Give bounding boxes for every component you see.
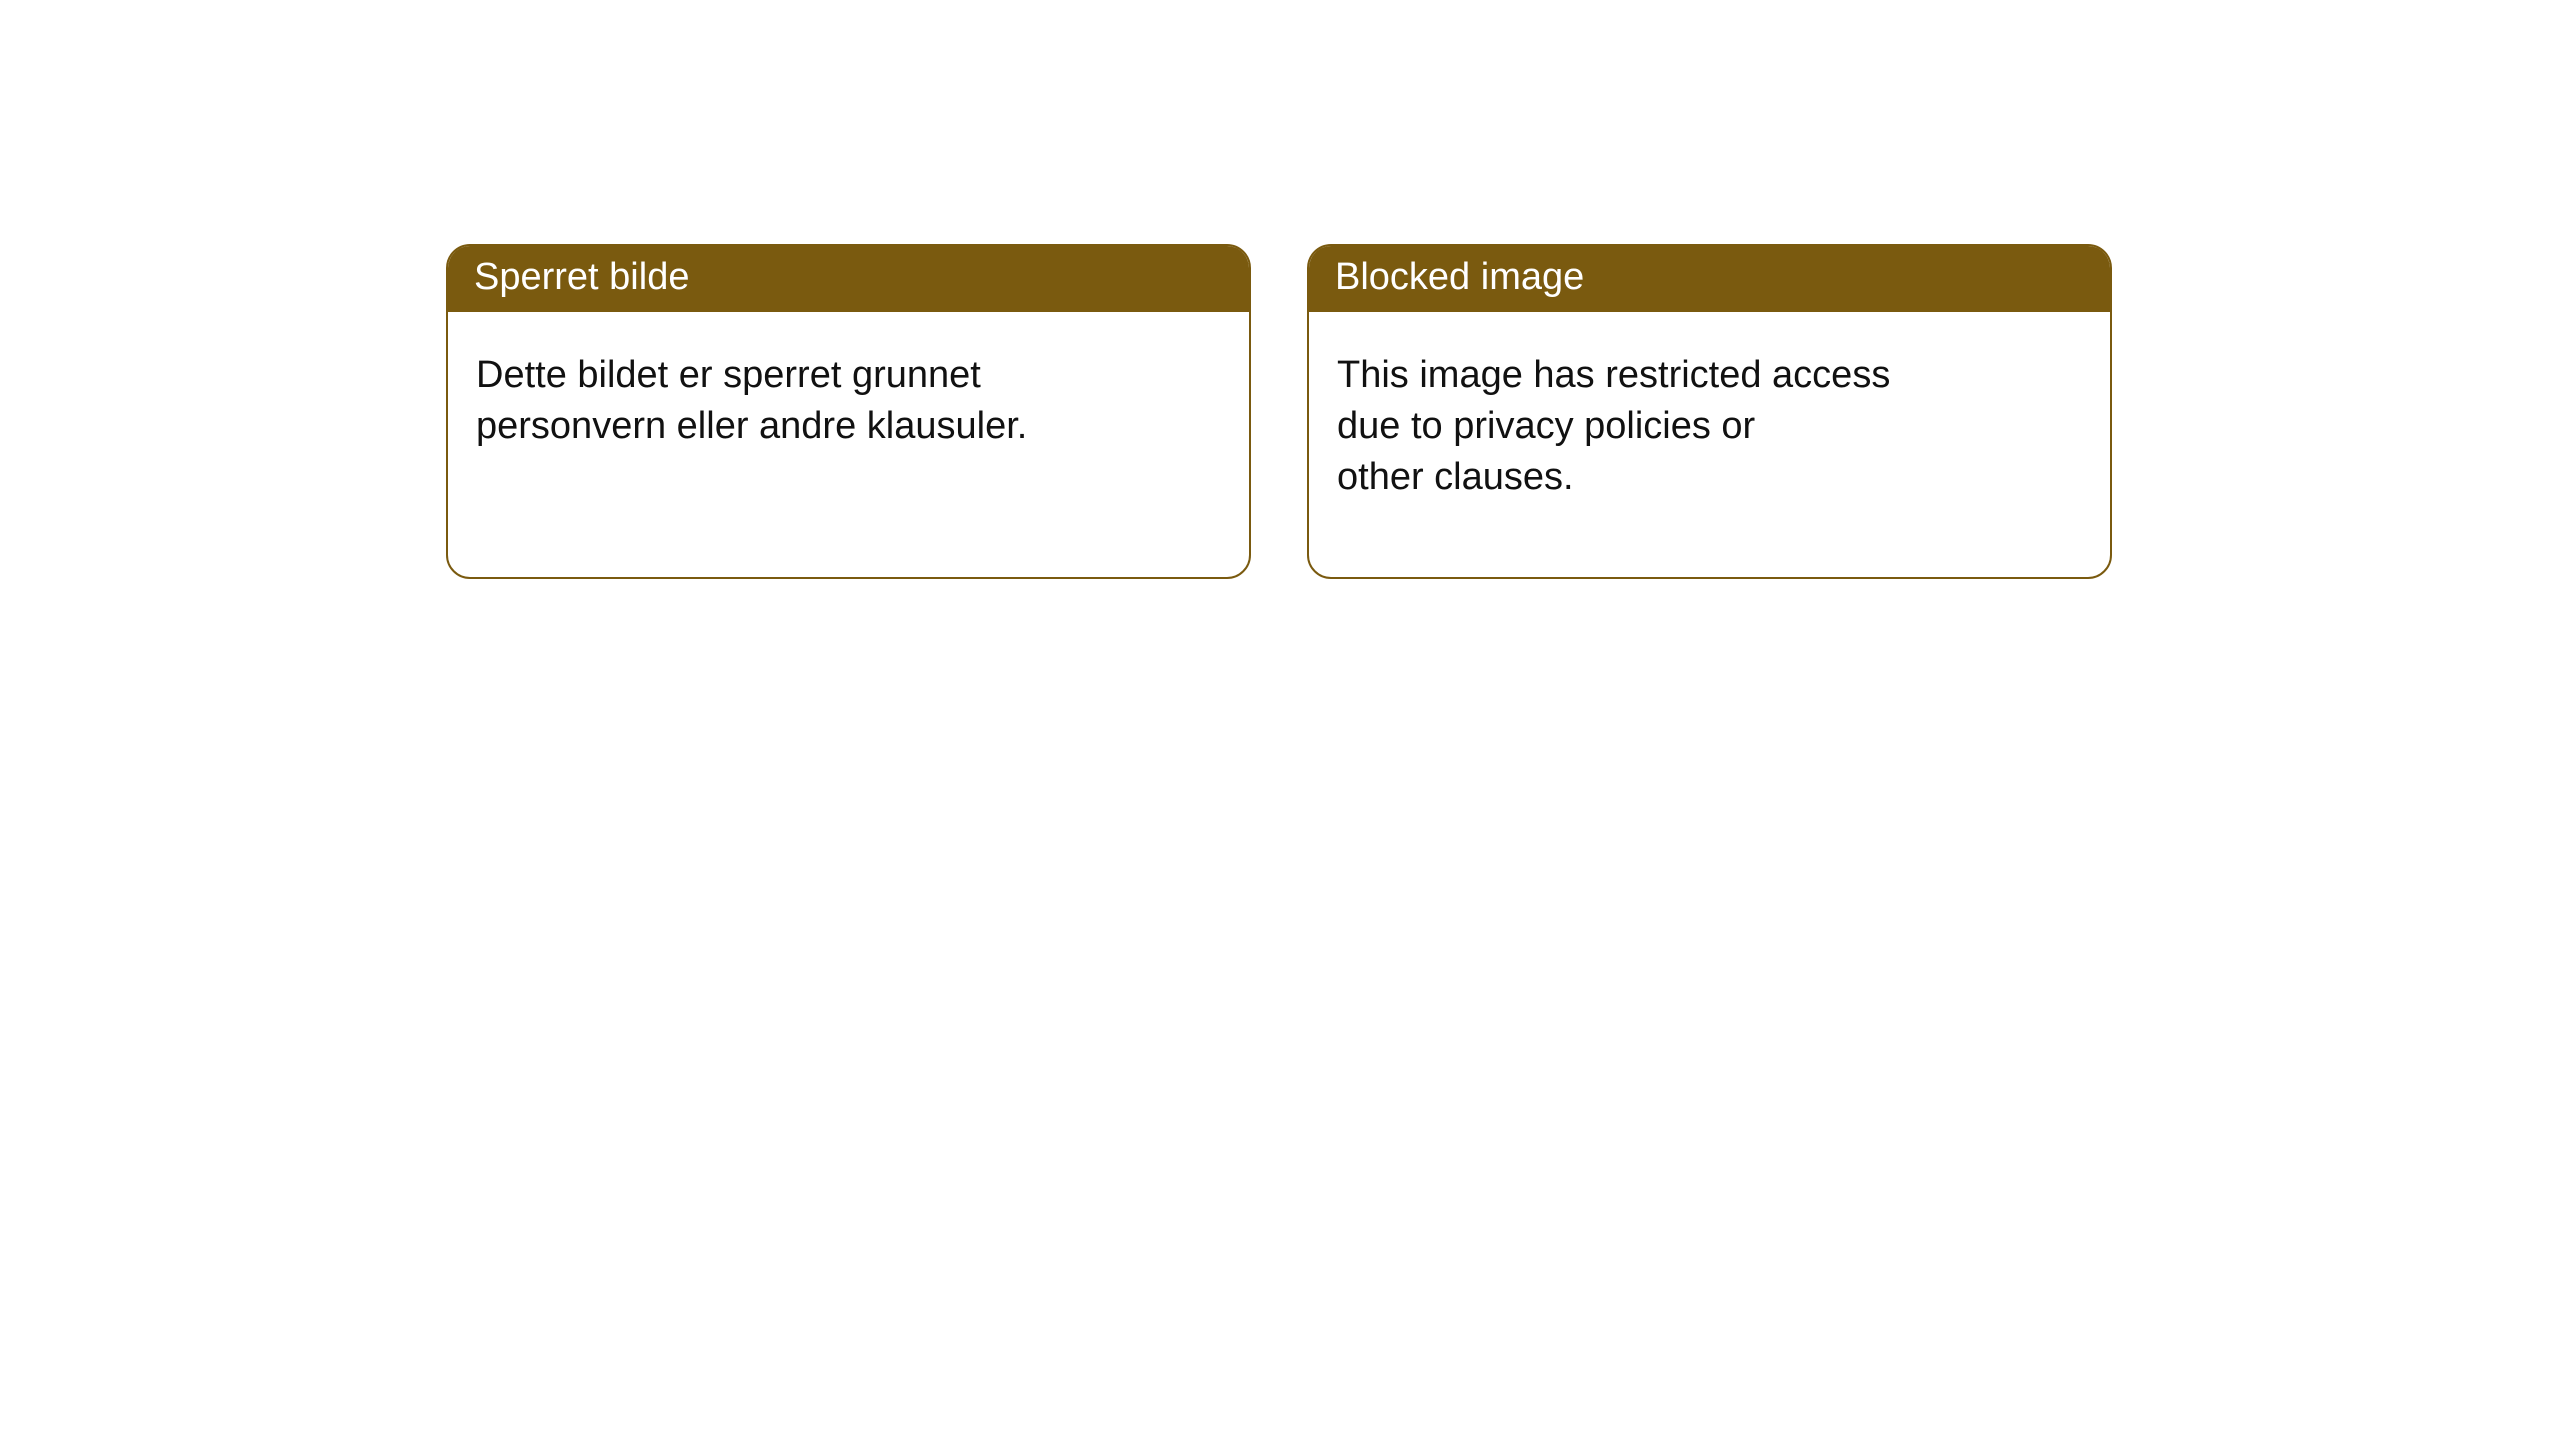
notice-body-en: This image has restricted access due to … [1309, 312, 1989, 542]
notice-title-no: Sperret bilde [448, 246, 1249, 312]
notice-cards-row: Sperret bilde Dette bildet er sperret gr… [0, 0, 2560, 579]
notice-card-no: Sperret bilde Dette bildet er sperret gr… [446, 244, 1251, 579]
notice-body-no: Dette bildet er sperret grunnet personve… [448, 312, 1128, 491]
notice-card-en: Blocked image This image has restricted … [1307, 244, 2112, 579]
notice-title-en: Blocked image [1309, 246, 2110, 312]
